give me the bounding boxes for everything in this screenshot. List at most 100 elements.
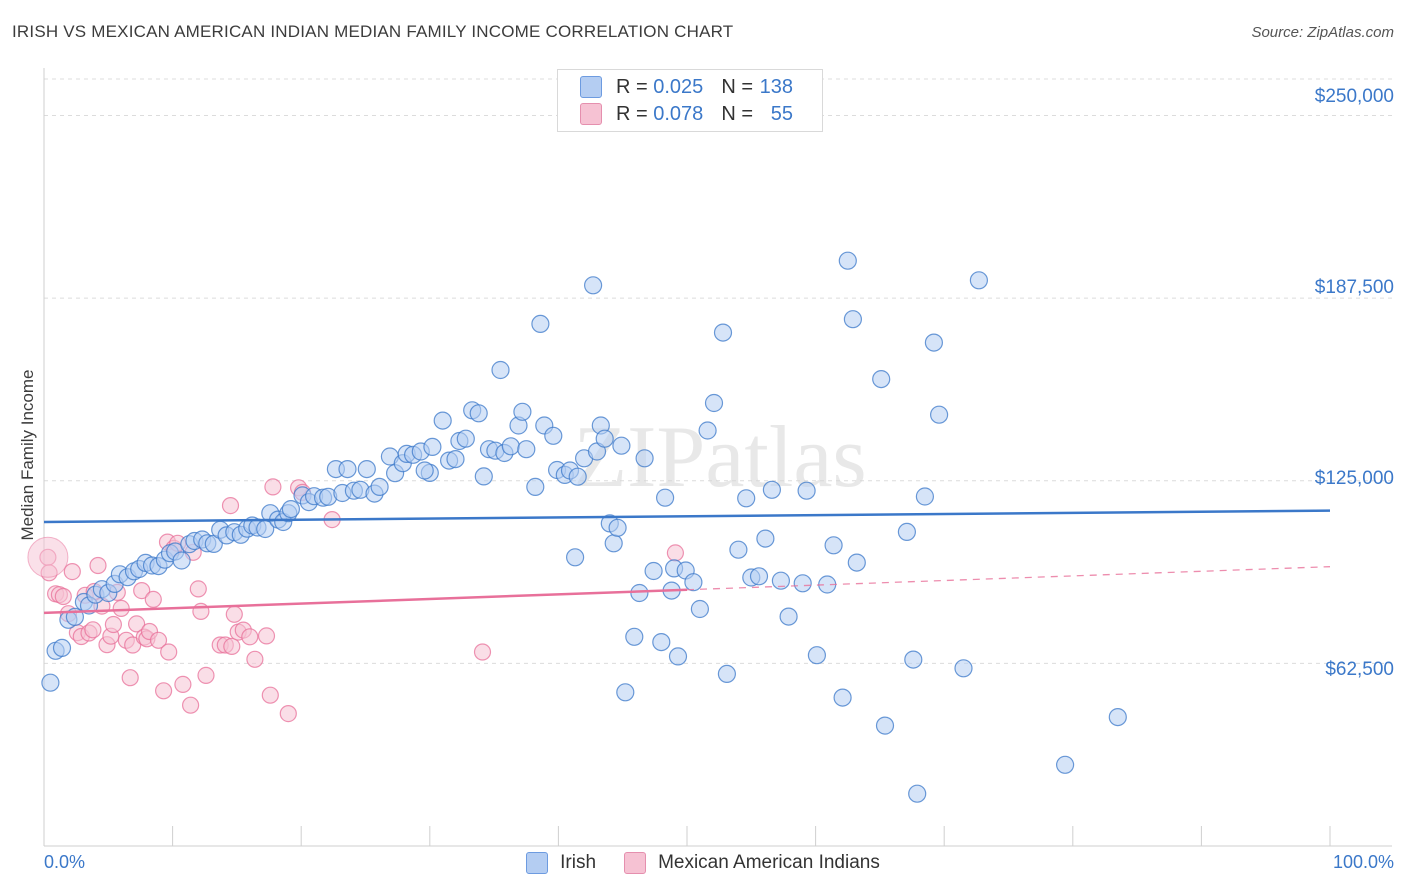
irish-point <box>843 310 863 329</box>
irish-point <box>612 436 631 455</box>
mexican-point <box>264 478 282 496</box>
irish-point <box>52 638 72 658</box>
irish-point <box>929 405 949 424</box>
irish-point <box>474 467 493 486</box>
mexican-point <box>149 631 168 649</box>
irish-point <box>771 571 791 590</box>
irish-point <box>954 659 973 678</box>
y-tick-label-62500: $62,500 <box>1325 659 1394 680</box>
mexican-point <box>112 599 130 618</box>
legend-label-irish: Irish <box>560 852 597 873</box>
irish-point <box>608 518 627 537</box>
watermark: ZIPatlas <box>573 409 866 506</box>
mexican-trend-line-dashed <box>686 566 1331 591</box>
n-label: N = <box>721 102 753 125</box>
irish-point <box>1108 707 1127 727</box>
n-label: N = <box>721 75 753 98</box>
y-tick-label-125000: $125,000 <box>1314 468 1394 489</box>
irish-point <box>713 323 733 342</box>
irish-point <box>838 251 857 270</box>
irish-point <box>501 437 520 456</box>
points-layer <box>27 251 1127 803</box>
irish-point <box>762 480 782 499</box>
irish-point <box>491 360 510 380</box>
trend-layer <box>43 509 1331 615</box>
mexican-point <box>225 605 243 623</box>
irish-point <box>1055 755 1075 774</box>
irish-point <box>729 540 748 559</box>
x-tick-label-min: 0.0% <box>44 852 86 872</box>
irish-point <box>513 402 532 421</box>
r-label: R = <box>616 102 648 125</box>
legend-item-irish[interactable]: Irish <box>526 852 596 874</box>
irish-point <box>456 429 475 448</box>
irish-point <box>41 673 60 692</box>
mexican-point <box>197 666 215 685</box>
r-value-irish: 0.025 <box>653 75 704 98</box>
mexican-point <box>133 581 151 600</box>
mexican-point <box>63 562 81 581</box>
irish-point <box>281 500 300 519</box>
irish-point <box>807 646 827 665</box>
mexican-point <box>261 686 279 704</box>
irish-point <box>908 784 927 803</box>
source-label: Source: ZipAtlas.com <box>1251 24 1394 41</box>
irish-point <box>904 650 923 669</box>
irish-point <box>433 411 452 430</box>
stats-legend-row-irish: R = 0.025 N = 138 <box>580 73 793 101</box>
irish-point <box>824 536 843 555</box>
mexican-point <box>89 556 107 575</box>
n-value-irish: 138 <box>759 75 793 98</box>
irish-point <box>338 460 357 479</box>
mexican-point <box>221 497 240 515</box>
mexican-legend-icon <box>624 852 647 874</box>
mexican-point <box>189 580 207 598</box>
legend-item-mexican[interactable]: Mexican American Indians <box>624 852 880 874</box>
irish-point <box>469 404 488 423</box>
irish-point <box>635 449 654 468</box>
mexican-point <box>174 675 192 694</box>
irish-point <box>897 522 917 542</box>
irish-point <box>616 683 635 702</box>
mexican-point <box>84 621 102 639</box>
mexican-point <box>241 628 259 646</box>
mexican-point <box>104 615 123 634</box>
irish-trend-line <box>43 509 1331 524</box>
irish-point <box>630 583 649 603</box>
irish-point <box>690 599 710 619</box>
chart-title: IRISH VS MEXICAN AMERICAN INDIAN MEDIAN … <box>12 22 734 41</box>
irish-point <box>872 370 891 389</box>
mexican-point <box>666 544 685 562</box>
irish-point <box>875 716 895 735</box>
mexican-point <box>257 627 276 645</box>
y-tick-label-187500: $187,500 <box>1314 277 1394 298</box>
mexican-point <box>27 536 69 578</box>
irish-point <box>644 561 663 581</box>
irish-point <box>565 548 585 567</box>
n-value-mexican: 55 <box>770 102 793 125</box>
irish-point <box>655 488 675 507</box>
irish-point <box>604 534 623 553</box>
irish-point <box>749 567 769 586</box>
irish-point <box>625 627 644 646</box>
mexican-point <box>144 590 162 609</box>
irish-point <box>652 632 671 652</box>
irish-point <box>756 529 775 548</box>
irish-point <box>583 276 603 295</box>
mexican-point <box>160 643 178 661</box>
irish-point <box>915 487 935 506</box>
irish-point <box>924 333 944 352</box>
x-tick-label-max: 100.0% <box>1332 852 1394 872</box>
irish-point <box>517 440 536 459</box>
irish-point <box>423 437 442 456</box>
irish-point <box>847 553 866 572</box>
stats-legend-row-mexican: R = 0.078 N = 55 <box>580 100 793 128</box>
mexican-point <box>121 669 139 687</box>
irish-point <box>737 489 756 508</box>
y-tick-label-250000: $250,000 <box>1314 86 1394 107</box>
mexican-point <box>54 587 72 606</box>
r-value-mexican: 0.078 <box>653 102 704 125</box>
mexican-point <box>155 682 173 700</box>
mexican-point <box>223 637 241 656</box>
